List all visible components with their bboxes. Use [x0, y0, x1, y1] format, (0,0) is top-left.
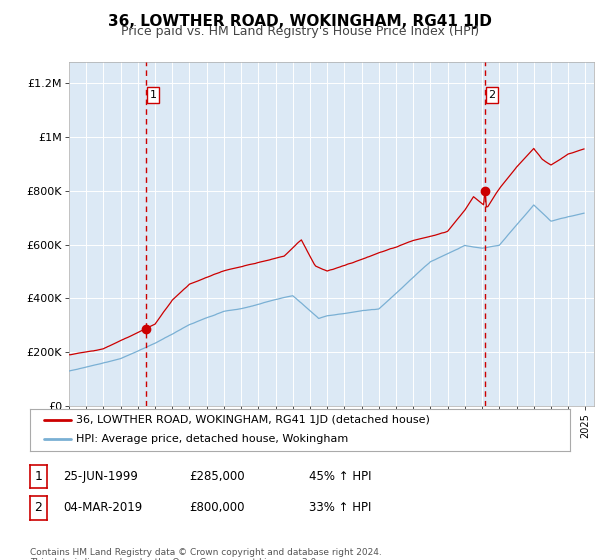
Text: 04-MAR-2019: 04-MAR-2019 [63, 501, 142, 515]
Text: 36, LOWTHER ROAD, WOKINGHAM, RG41 1JD: 36, LOWTHER ROAD, WOKINGHAM, RG41 1JD [108, 14, 492, 29]
Text: £285,000: £285,000 [189, 470, 245, 483]
Text: 36, LOWTHER ROAD, WOKINGHAM, RG41 1JD (detached house): 36, LOWTHER ROAD, WOKINGHAM, RG41 1JD (d… [76, 415, 430, 425]
Text: 25-JUN-1999: 25-JUN-1999 [63, 470, 138, 483]
Text: 33% ↑ HPI: 33% ↑ HPI [309, 501, 371, 515]
Text: Price paid vs. HM Land Registry's House Price Index (HPI): Price paid vs. HM Land Registry's House … [121, 25, 479, 38]
Text: 1: 1 [34, 470, 43, 483]
Text: 45% ↑ HPI: 45% ↑ HPI [309, 470, 371, 483]
Text: 2: 2 [488, 90, 496, 100]
Text: Contains HM Land Registry data © Crown copyright and database right 2024.
This d: Contains HM Land Registry data © Crown c… [30, 548, 382, 560]
Text: HPI: Average price, detached house, Wokingham: HPI: Average price, detached house, Woki… [76, 435, 348, 445]
Text: £800,000: £800,000 [189, 501, 245, 515]
Text: 2: 2 [34, 501, 43, 515]
Text: 1: 1 [149, 90, 157, 100]
